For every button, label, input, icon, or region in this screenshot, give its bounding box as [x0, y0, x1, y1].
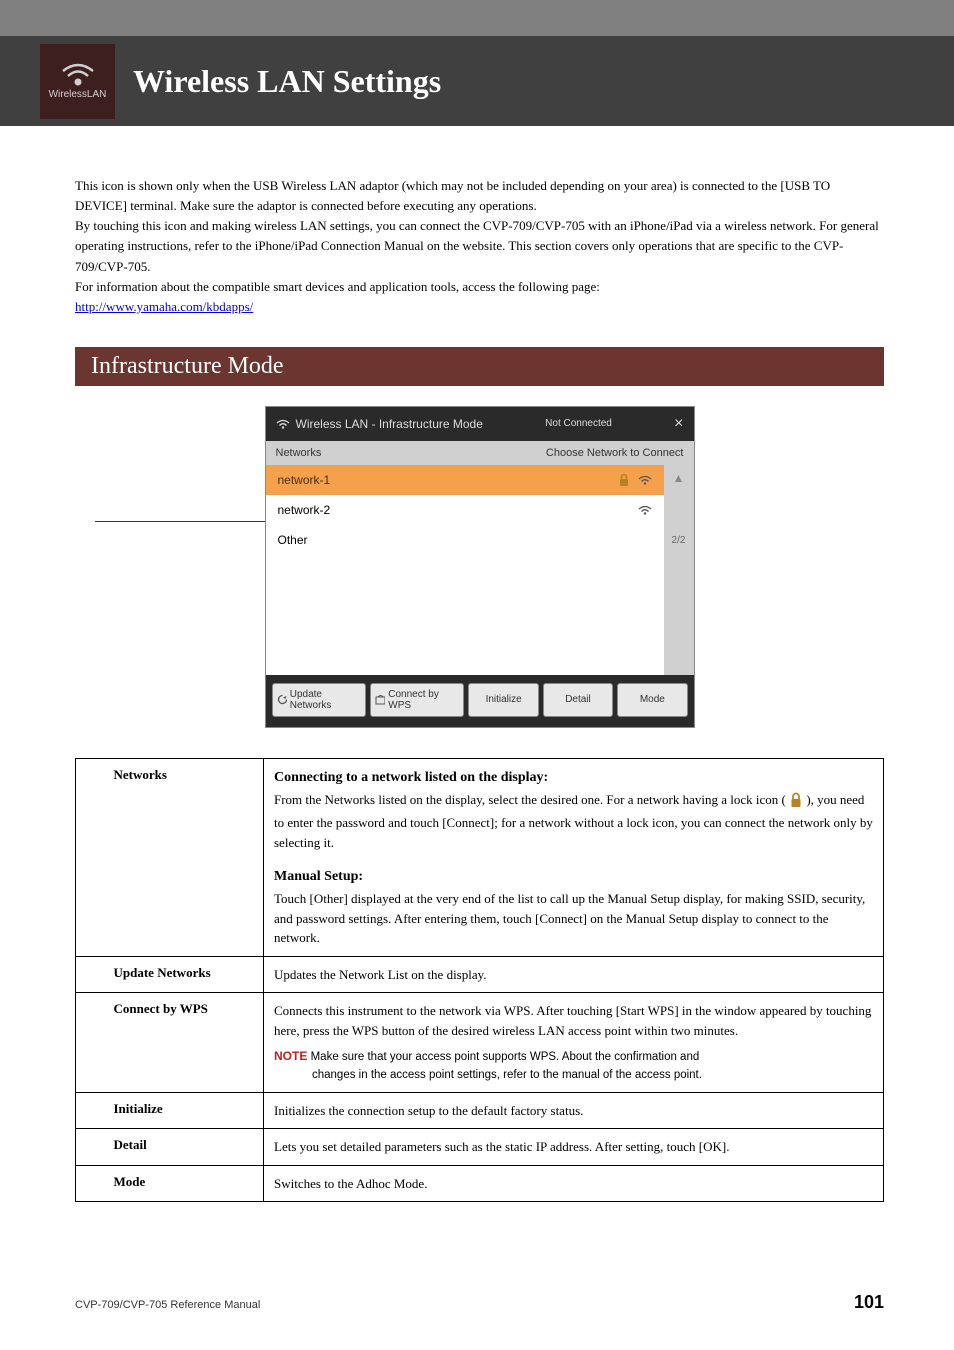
initialize-button[interactable]: Initialize	[468, 683, 538, 717]
screenshot-wrap: Wireless LAN - Infrastructure Mode Not C…	[75, 406, 884, 728]
list-item	[266, 585, 664, 615]
header-icon-tile: WirelessLAN	[40, 44, 115, 119]
row-desc: Initializes the connection setup to the …	[264, 1092, 884, 1129]
network-name: Other	[278, 533, 308, 547]
button-label: Update Networks	[290, 689, 361, 711]
header-strip: WirelessLAN Wireless LAN Settings	[0, 36, 954, 126]
row-label: Update Networks	[104, 956, 264, 993]
networks-header-right: Choose Network to Connect	[546, 447, 684, 459]
desc-text: From the Networks listed on the display,…	[274, 792, 786, 807]
scrollbar[interactable]: ▲ 2/2	[664, 465, 694, 675]
desc-text: Touch [Other] displayed at the very end …	[274, 891, 865, 945]
note-label: NOTE	[274, 1049, 307, 1063]
row-label: Detail	[104, 1129, 264, 1166]
scroll-indicator: 2/2	[672, 535, 686, 546]
settings-table: Networks Connecting to a network listed …	[75, 758, 884, 1203]
scroll-up-icon[interactable]: ▲	[673, 471, 685, 485]
wifi-icon	[61, 63, 95, 87]
intro-p2: By touching this icon and making wireles…	[75, 216, 884, 276]
note-text: changes in the access point settings, re…	[312, 1067, 873, 1084]
signal-icon	[638, 505, 652, 515]
row-label: Mode	[104, 1165, 264, 1202]
button-label: Detail	[565, 694, 591, 705]
network-row[interactable]: Other	[266, 525, 664, 555]
content-area: This icon is shown only when the USB Wir…	[0, 126, 954, 1292]
desc-title: Connecting to a network listed on the di…	[274, 767, 873, 788]
wps-icon	[375, 694, 385, 705]
section-title: Infrastructure Mode	[75, 347, 884, 386]
row-label: Initialize	[104, 1092, 264, 1129]
row-label: Connect by WPS	[104, 993, 264, 1093]
wlan-dialog: Wireless LAN - Infrastructure Mode Not C…	[265, 406, 695, 728]
network-name: network-1	[278, 473, 331, 487]
network-row[interactable]: network-2	[266, 495, 664, 525]
footer-page: 101	[854, 1292, 884, 1313]
row-label: Networks	[104, 758, 264, 956]
network-row[interactable]: network-1	[266, 465, 664, 495]
lock-icon	[618, 473, 630, 487]
networks-list: network-1 network-2 Other	[266, 465, 664, 675]
row-desc: Connects this instrument to the network …	[264, 993, 884, 1093]
dialog-titlebar: Wireless LAN - Infrastructure Mode Not C…	[266, 407, 694, 441]
dialog-status: Not Connected	[545, 418, 612, 429]
button-label: Mode	[640, 694, 665, 705]
list-item	[266, 555, 664, 585]
lock-icon	[789, 792, 803, 814]
intro-p1: This icon is shown only when the USB Wir…	[75, 176, 884, 216]
row-desc: Updates the Network List on the display.	[264, 956, 884, 993]
row-desc: Lets you set detailed parameters such as…	[264, 1129, 884, 1166]
footer: CVP-709/CVP-705 Reference Manual 101	[0, 1292, 954, 1333]
list-item	[266, 615, 664, 645]
table-row: Detail Lets you set detailed parameters …	[76, 1129, 884, 1166]
detail-button[interactable]: Detail	[543, 683, 613, 717]
intro-link[interactable]: http://www.yamaha.com/kbdapps/	[75, 299, 253, 314]
row-desc: Switches to the Adhoc Mode.	[264, 1165, 884, 1202]
table-row: Networks Connecting to a network listed …	[76, 758, 884, 956]
button-label: Connect by WPS	[388, 689, 459, 711]
table-row: Initialize Initializes the connection se…	[76, 1092, 884, 1129]
dialog-title: Wireless LAN - Infrastructure Mode	[296, 417, 483, 431]
button-label: Initialize	[486, 694, 522, 705]
table-row: Update Networks Updates the Network List…	[76, 956, 884, 993]
list-item	[266, 645, 664, 675]
table-row: Connect by WPS Connects this instrument …	[76, 993, 884, 1093]
desc-title: Manual Setup:	[274, 866, 873, 887]
desc-text: Connects this instrument to the network …	[274, 1003, 871, 1038]
note-text: Make sure that your access point support…	[311, 1051, 700, 1063]
header-icon-label: WirelessLAN	[49, 89, 107, 100]
connect-wps-button[interactable]: Connect by WPS	[370, 683, 464, 717]
intro-p3: For information about the compatible sma…	[75, 277, 884, 297]
networks-body: network-1 network-2 Other	[266, 465, 694, 675]
top-bar	[0, 0, 954, 36]
intro-text: This icon is shown only when the USB Wir…	[75, 176, 884, 317]
update-networks-button[interactable]: Update Networks	[272, 683, 366, 717]
row-desc: Connecting to a network listed on the di…	[264, 758, 884, 956]
wifi-icon	[276, 419, 290, 429]
dialog-buttons: Update Networks Connect by WPS Initializ…	[266, 675, 694, 727]
network-name: network-2	[278, 503, 331, 517]
refresh-icon	[277, 694, 287, 705]
table-row: Mode Switches to the Adhoc Mode.	[76, 1165, 884, 1202]
page-title: Wireless LAN Settings	[133, 63, 441, 100]
networks-header: Networks Choose Network to Connect	[266, 441, 694, 465]
networks-header-left: Networks	[276, 447, 322, 459]
mode-button[interactable]: Mode	[617, 683, 687, 717]
footer-ref: CVP-709/CVP-705 Reference Manual	[75, 1299, 260, 1311]
leader-line	[95, 521, 265, 522]
signal-icon	[638, 475, 652, 485]
close-icon[interactable]: ×	[674, 415, 683, 433]
